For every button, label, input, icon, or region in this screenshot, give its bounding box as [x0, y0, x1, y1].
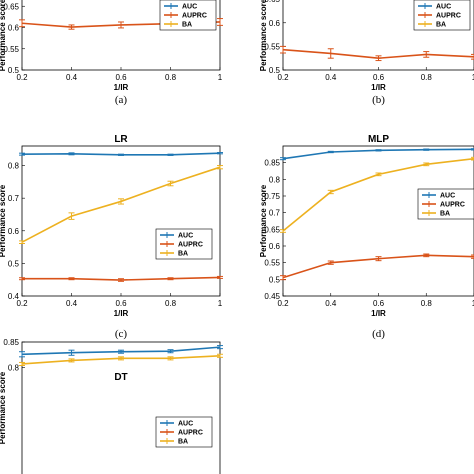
- y-tick-label-a: 0.65: [3, 2, 19, 11]
- plot-frame-e: [21, 341, 221, 474]
- x-tick-label-a: 0.8: [165, 73, 177, 82]
- y-axis-label-c: Performance score: [0, 184, 7, 257]
- legend-label-auc: AUC: [182, 4, 197, 11]
- legend-label-auc: AUC: [436, 4, 451, 11]
- y-tick-label-e: 0.85: [3, 338, 19, 347]
- x-tick-label-d: 1: [472, 299, 474, 308]
- legend-label-ba: BA: [436, 22, 446, 29]
- x-axis-label-c: 1/IR: [114, 309, 129, 318]
- x-tick-label-a: 0.6: [115, 73, 127, 82]
- y-tick-label-d: 0.85: [264, 159, 280, 168]
- x-tick-label-b: 1: [472, 73, 474, 82]
- x-axis-label-b: 1/IR: [371, 83, 386, 92]
- y-tick-label-d: 0.5: [269, 275, 281, 284]
- legend-label-auprc: AUPRC: [436, 13, 461, 20]
- x-tick-label-a: 0.2: [16, 73, 28, 82]
- chart-title-c: LR: [114, 134, 128, 145]
- x-tick-label-a: 1: [218, 73, 223, 82]
- y-axis-label-a: Performance score: [0, 0, 7, 71]
- y-tick-label-a: 0.55: [3, 45, 19, 54]
- y-tick-label-d: 0.6: [269, 242, 281, 251]
- x-tick-label-b: 0.2: [277, 73, 289, 82]
- x-tick-label-c: 0.8: [165, 299, 177, 308]
- y-tick-label-b: 0.65: [264, 0, 280, 4]
- y-tick-label-d: 0.75: [264, 192, 280, 201]
- x-tick-label-b: 0.8: [421, 73, 433, 82]
- panel-caption-a: (a): [115, 94, 128, 106]
- x-tick-label-c: 1: [218, 299, 223, 308]
- x-tick-label-d: 0.4: [325, 299, 337, 308]
- x-tick-label-b: 0.4: [325, 73, 337, 82]
- y-tick-label-d: 0.65: [264, 225, 280, 234]
- legend-label-auprc: AUPRC: [182, 13, 207, 20]
- y-axis-label-b: Performance score: [259, 0, 268, 71]
- legend-label-auc: AUC: [440, 193, 455, 200]
- legend-label-auc: AUC: [178, 233, 193, 240]
- legend-label-auprc: AUPRC: [178, 430, 203, 437]
- legend-label-ba: BA: [178, 251, 188, 258]
- y-tick-label-a: 0.5: [8, 66, 20, 75]
- y-tick-label-d: 0.7: [269, 209, 281, 218]
- legend-label-ba: BA: [178, 439, 188, 446]
- y-tick-label-c: 0.8: [8, 162, 20, 171]
- panel-caption-c: (c): [115, 328, 128, 340]
- legend-label-ba: BA: [440, 211, 450, 218]
- y-axis-label-e: Performance score: [0, 371, 7, 444]
- x-tick-label-b: 0.6: [373, 73, 385, 82]
- plot-frame-c: [21, 145, 221, 297]
- x-tick-label-a: 0.4: [66, 73, 78, 82]
- x-tick-label-d: 0.8: [421, 299, 433, 308]
- y-tick-label-c: 0.6: [8, 227, 20, 236]
- legend-label-auprc: AUPRC: [440, 202, 465, 209]
- legend-label-auprc: AUPRC: [178, 242, 203, 249]
- chart-title-e: DT: [114, 372, 127, 383]
- panel-caption-b: (b): [372, 94, 385, 106]
- x-tick-label-c: 0.6: [115, 299, 127, 308]
- y-tick-label-b: 0.6: [269, 19, 281, 28]
- legend-label-ba: BA: [182, 22, 192, 29]
- x-tick-label-c: 0.4: [66, 299, 78, 308]
- x-axis-label-d: 1/IR: [371, 309, 386, 318]
- y-tick-label-c: 0.7: [8, 194, 20, 203]
- chart-title-d: MLP: [368, 134, 389, 145]
- x-tick-label-c: 0.2: [16, 299, 28, 308]
- y-tick-label-b: 0.55: [264, 42, 280, 51]
- y-axis-label-d: Performance score: [259, 184, 268, 257]
- y-tick-label-a: 0.6: [8, 24, 20, 33]
- y-tick-label-d: 0.55: [264, 259, 280, 268]
- y-tick-label-c: 0.5: [8, 259, 20, 268]
- y-tick-label-b: 0.5: [269, 66, 281, 75]
- panel-caption-d: (d): [372, 328, 385, 340]
- y-tick-label-c: 0.4: [8, 292, 20, 301]
- x-tick-label-d: 0.2: [277, 299, 289, 308]
- y-tick-label-d: 0.45: [264, 292, 280, 301]
- y-tick-label-e: 0.8: [8, 364, 20, 373]
- x-axis-label-a: 1/IR: [114, 83, 129, 92]
- y-tick-label-d: 0.8: [269, 175, 281, 184]
- x-tick-label-d: 0.6: [373, 299, 385, 308]
- plot-frame-d: [282, 145, 474, 297]
- legend-label-auc: AUC: [178, 421, 193, 428]
